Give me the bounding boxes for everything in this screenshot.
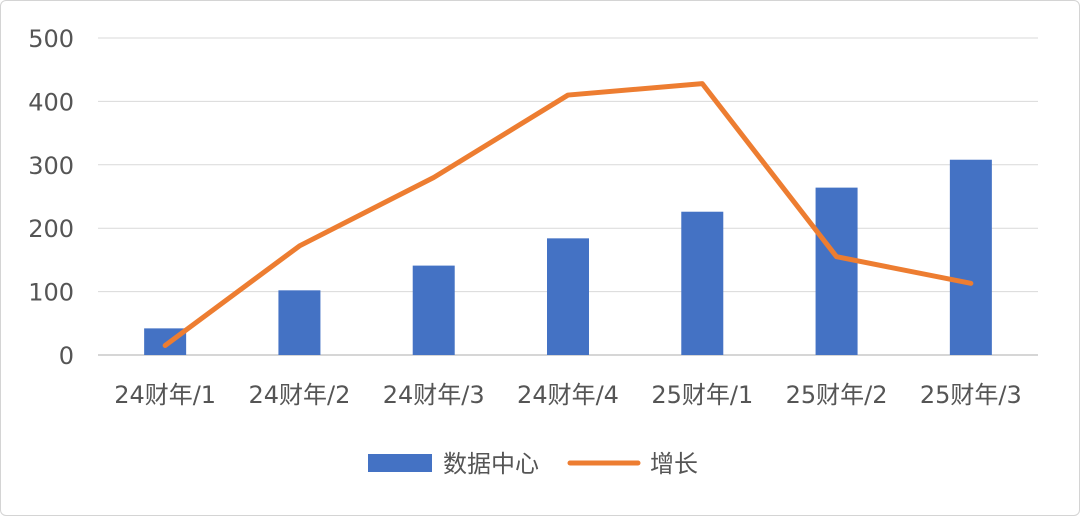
y-tick-label: 500	[28, 25, 74, 53]
y-tick-label: 100	[28, 279, 74, 307]
x-axis-ticks: 24财年/1 24财年/2 24财年/3 24财年/4 25财年/1 25财年/2 25财年…	[114, 381, 1022, 409]
x-tick-label: 25财年/3	[920, 381, 1022, 409]
y-tick-label: 300	[28, 152, 74, 180]
y-tick-label: 0	[59, 342, 74, 370]
x-tick-label: 24财年/2	[248, 381, 350, 409]
bar	[278, 290, 321, 355]
x-tick-label: 24财年/1	[114, 381, 216, 409]
line-series	[162, 81, 974, 348]
y-tick-label: 400	[28, 88, 74, 116]
bar	[815, 187, 858, 355]
legend-label-line: 增长	[650, 450, 698, 478]
y-tick-label: 200	[28, 215, 74, 243]
bar	[949, 159, 992, 355]
y-axis-ticks: 0 100 200 300 400 500	[28, 25, 74, 370]
x-tick-label: 24财年/4	[517, 381, 619, 409]
gridlines	[98, 37, 1038, 356]
x-tick-label: 25财年/2	[786, 381, 888, 409]
legend-label-bar: 数据中心	[443, 450, 539, 478]
x-tick-label: 24财年/3	[383, 381, 485, 409]
legend: 数据中心 增长	[368, 450, 698, 478]
bar-series	[144, 159, 992, 355]
bar	[547, 238, 589, 355]
bar	[412, 265, 455, 355]
legend-swatch-bar	[368, 454, 432, 472]
bar	[681, 211, 724, 355]
x-tick-label: 25财年/1	[651, 381, 753, 409]
